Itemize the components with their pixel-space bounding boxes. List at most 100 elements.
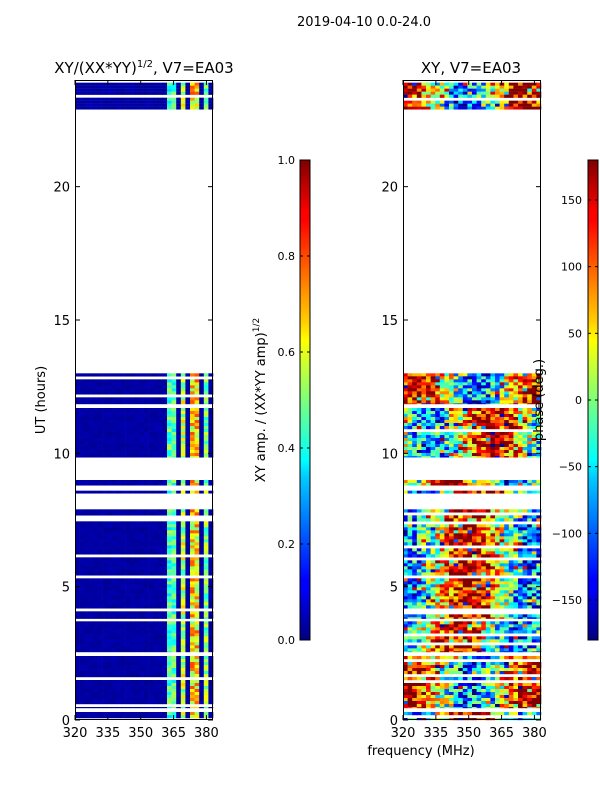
heatmap-cell [103, 611, 108, 614]
heatmap-cell [477, 624, 482, 627]
heatmap-cell [181, 599, 186, 602]
heatmap-cell [513, 536, 518, 539]
heatmap-cell [444, 554, 449, 557]
heatmap-cell [463, 698, 468, 701]
heatmap-cell [116, 642, 121, 645]
heatmap-cell [121, 599, 126, 602]
heatmap-cell [199, 611, 204, 614]
heatmap-cell [518, 624, 523, 627]
heatmap-cell [126, 584, 131, 587]
heatmap-cell [126, 539, 131, 542]
heatmap-cell [80, 483, 85, 486]
heatmap-cell [532, 712, 537, 715]
heatmap-cell [513, 712, 518, 715]
heatmap-cell [181, 548, 186, 551]
heatmap-cell [89, 89, 94, 92]
heatmap-cell [116, 453, 121, 456]
heatmap-cell [495, 665, 500, 668]
heatmap-cell [98, 712, 103, 715]
heatmap-cell [444, 518, 449, 521]
heatmap-cell [80, 596, 85, 599]
heatmap-cell [135, 689, 140, 692]
heatmap-cell [527, 569, 532, 572]
heatmap-cell [435, 483, 440, 486]
heatmap-cell [107, 686, 112, 689]
heatmap-cell [107, 569, 112, 572]
heatmap-row [75, 611, 213, 614]
heatmap-cell [139, 614, 144, 617]
heatmap-cell [513, 563, 518, 566]
heatmap-cell [181, 648, 186, 651]
heatmap-cell [495, 411, 500, 414]
heatmap-cell [490, 639, 495, 642]
heatmap-cell [89, 602, 94, 605]
heatmap-cell [495, 639, 500, 642]
heatmap-cell [107, 536, 112, 539]
heatmap-cell [426, 587, 431, 590]
heatmap-cell [126, 426, 131, 429]
heatmap-row [75, 444, 213, 447]
heatmap-cell [417, 581, 422, 584]
heatmap-cell [509, 530, 514, 533]
heatmap-cell [454, 630, 459, 633]
heatmap-cell [153, 557, 158, 560]
heatmap-cell [185, 605, 190, 608]
heatmap-cell [495, 524, 500, 527]
heatmap-cell [431, 566, 436, 569]
heatmap-cell [204, 483, 209, 486]
heatmap-cell [176, 680, 181, 683]
heatmap-row [403, 639, 541, 642]
heatmap-cell [486, 617, 491, 619]
heatmap-cell [417, 605, 422, 608]
heatmap-cell [486, 527, 491, 530]
heatmap-cell [185, 491, 190, 494]
heatmap-cell [176, 695, 181, 698]
heatmap-cell [204, 420, 209, 423]
heatmap-cell [153, 435, 158, 438]
heatmap-cell [126, 447, 131, 450]
heatmap-cell [185, 447, 190, 450]
heatmap-cell [481, 408, 486, 411]
heatmap-cell [80, 450, 85, 453]
heatmap-cell [172, 551, 177, 554]
heatmap-cell [112, 636, 117, 639]
heatmap-cell [185, 671, 190, 674]
heatmap-cell [112, 596, 117, 599]
heatmap-cell [139, 382, 144, 385]
heatmap-cell [467, 518, 472, 521]
heatmap-cell [149, 605, 154, 608]
heatmap-cell [121, 614, 126, 617]
heatmap-cell [139, 101, 144, 104]
heatmap-cell [477, 689, 482, 692]
heatmap-cell [130, 530, 135, 533]
heatmap-cell [421, 539, 426, 542]
heatmap-cell [144, 530, 149, 533]
heatmap-cell [426, 551, 431, 554]
heatmap-cell [162, 671, 167, 674]
heatmap-cell [103, 639, 108, 642]
heatmap-cell [509, 627, 514, 630]
heatmap-cell [126, 633, 131, 636]
heatmap-cell [103, 542, 108, 545]
heatmap-cell [190, 624, 195, 627]
heatmap-cell [172, 438, 177, 441]
heatmap-cell [486, 584, 491, 587]
heatmap-cell [93, 548, 98, 551]
heatmap-cell [204, 542, 209, 545]
heatmap-cell [195, 435, 200, 438]
heatmap-cell [93, 414, 98, 417]
heatmap-cell [454, 662, 459, 665]
heatmap-cell [167, 432, 172, 435]
heatmap-cell [112, 432, 117, 435]
heatmap-cell [121, 566, 126, 569]
heatmap-cell [500, 548, 505, 551]
heatmap-cell [190, 450, 195, 453]
heatmap-cell [172, 680, 177, 683]
heatmap-cell [98, 611, 103, 614]
heatmap-cell [121, 611, 126, 614]
heatmap-cell [518, 596, 523, 599]
heatmap-cell [158, 444, 163, 447]
heatmap-cell [107, 491, 112, 494]
heatmap-cell [107, 636, 112, 639]
heatmap-cell [107, 509, 112, 512]
